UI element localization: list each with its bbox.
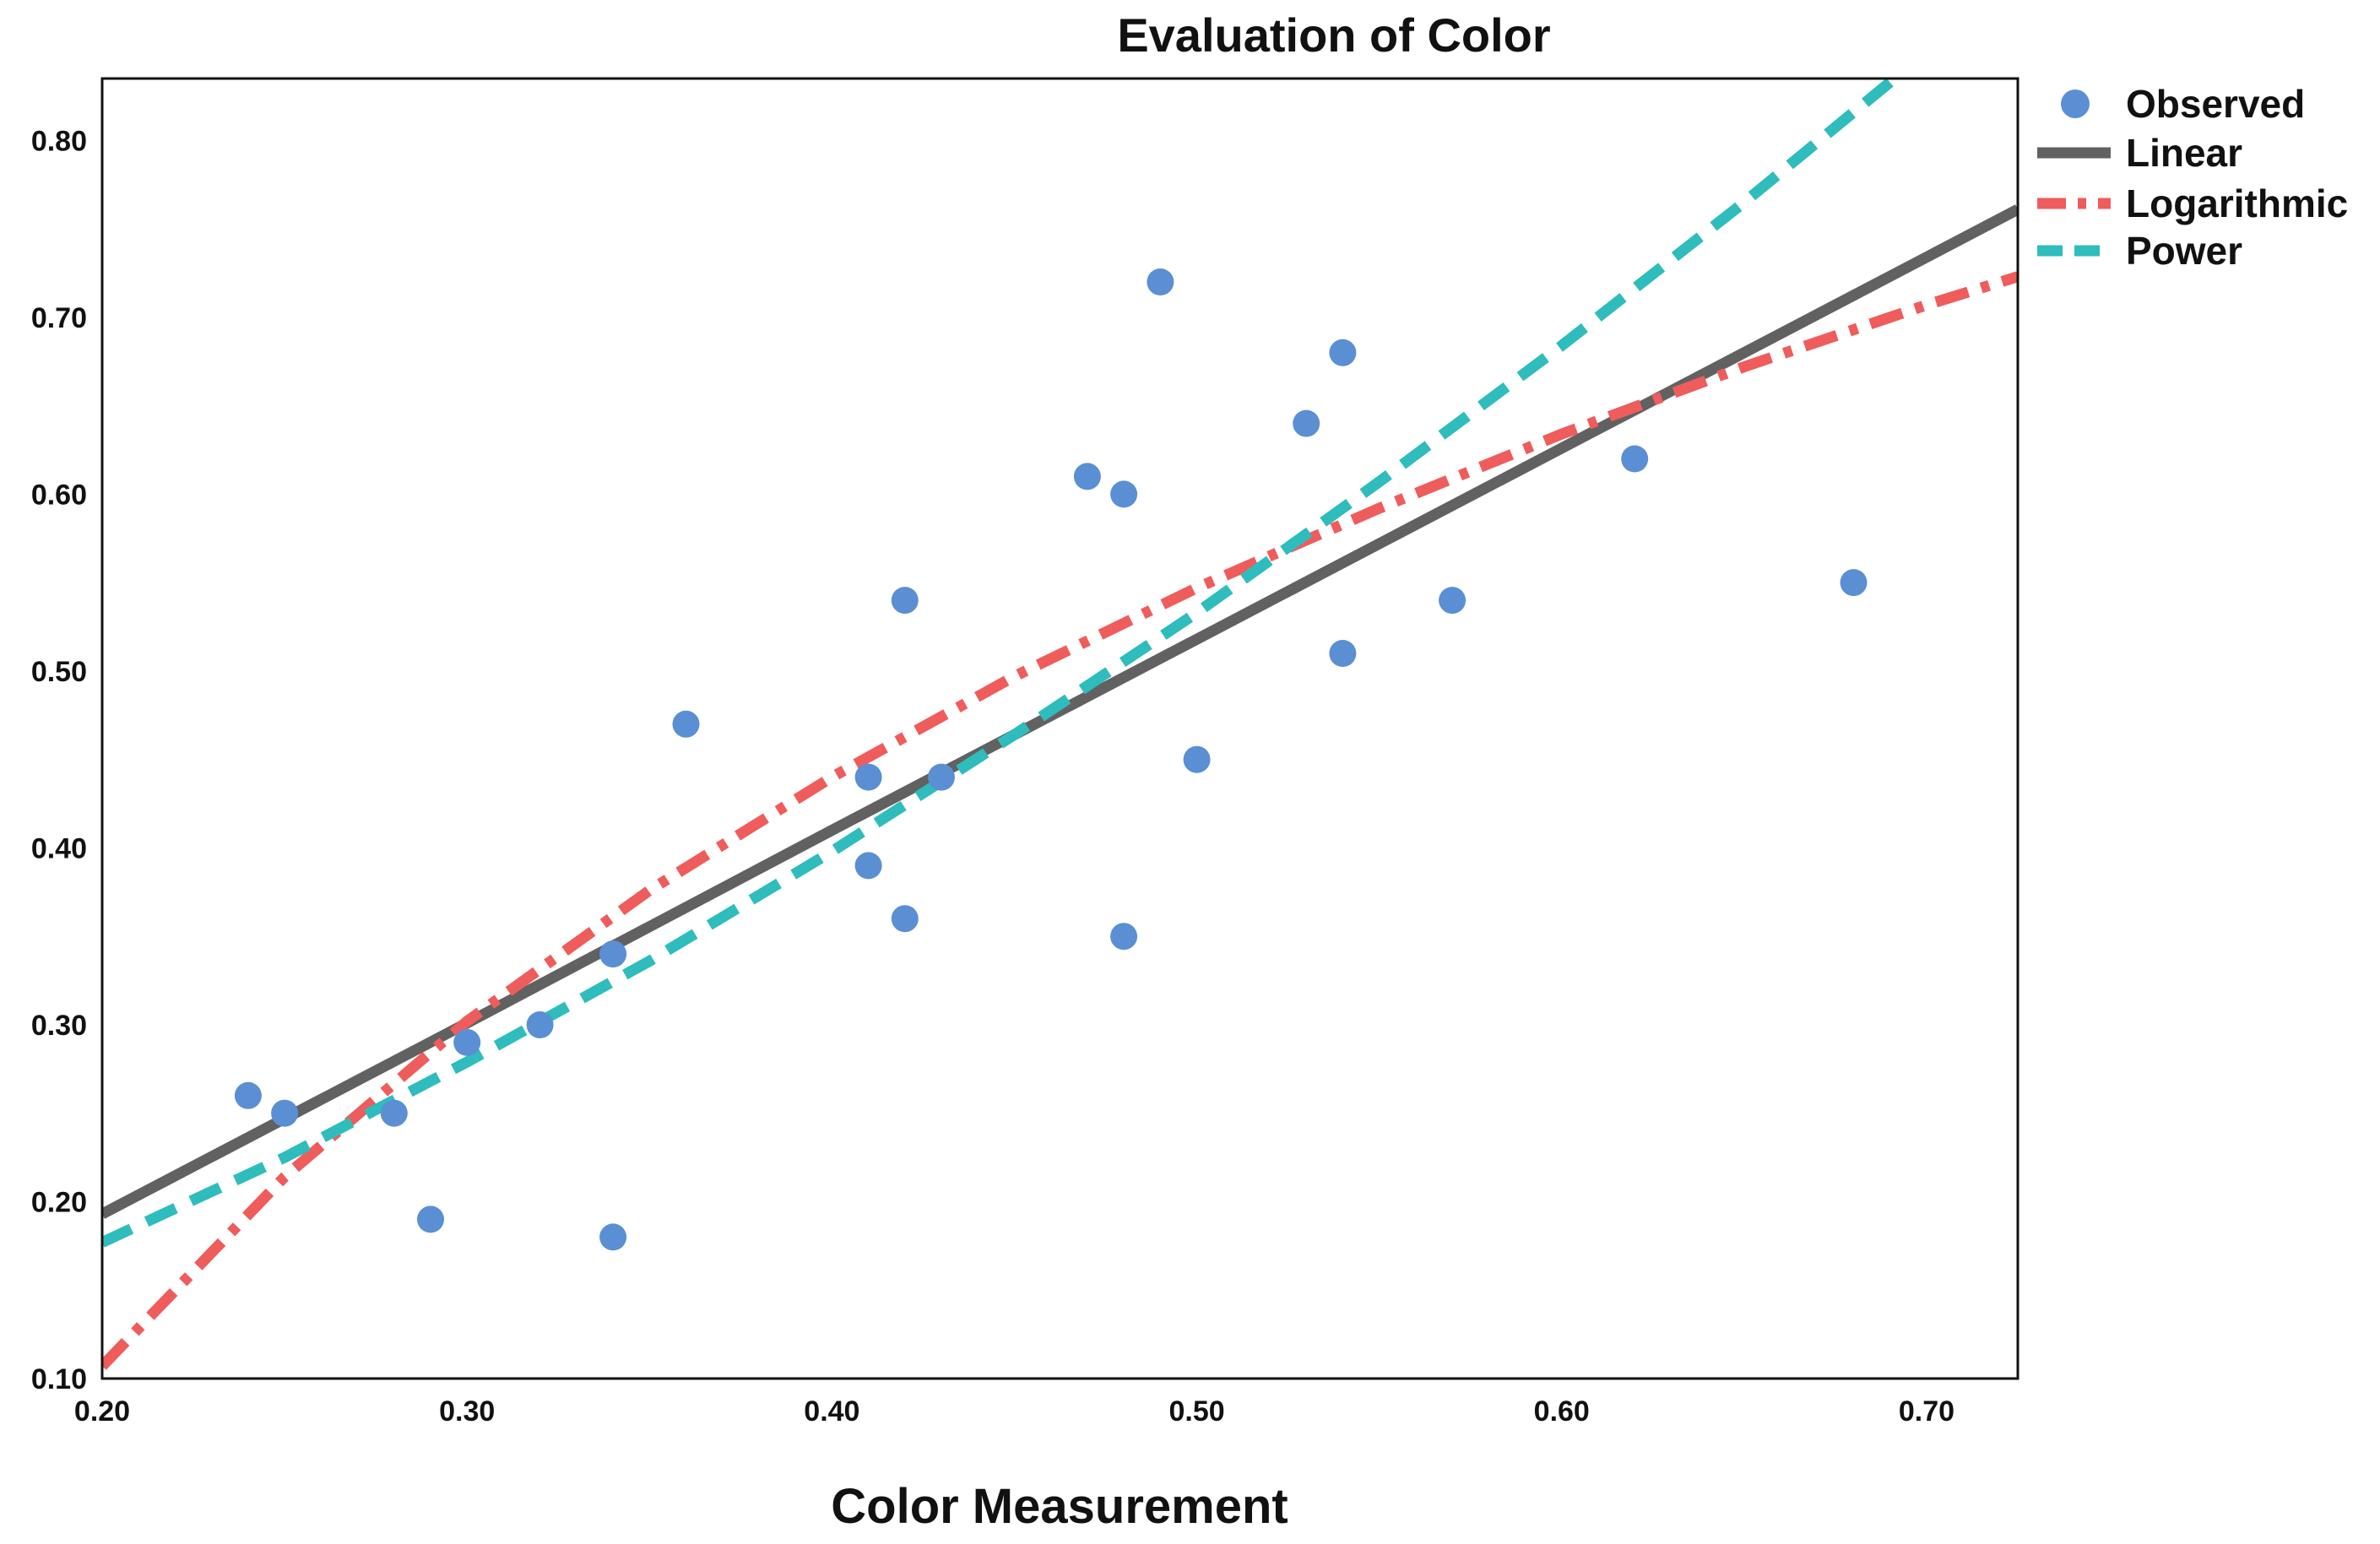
linear-fit-line [102, 204, 2018, 1219]
observed-point [453, 1028, 481, 1056]
observed-point [417, 1205, 444, 1233]
x-axis-label: Color Measurement [831, 1479, 1288, 1534]
observed-point [854, 852, 882, 880]
observed-point [1329, 339, 1357, 366]
observed-point [234, 1081, 262, 1109]
x-tick-label: 0.40 [804, 1395, 859, 1428]
observed-point [1183, 745, 1211, 773]
observed-point [672, 710, 700, 738]
observed-point [1621, 445, 1649, 473]
observed-point [1329, 640, 1357, 667]
observed-point [1110, 923, 1138, 951]
observed-point [526, 1011, 554, 1038]
observed-point [599, 1223, 627, 1251]
y-axis-ticks: 0.10 0.20 0.30 0.40 0.50 0.60 0.70 0.80 [31, 125, 87, 1395]
plot-area [102, 79, 2018, 1370]
legend-logarithmic-label: Logarithmic [2126, 181, 2348, 225]
y-tick-label: 0.20 [31, 1186, 87, 1218]
power-fit-line [102, 79, 1904, 1248]
x-tick-label: 0.70 [1899, 1395, 1954, 1428]
observed-point [1110, 480, 1138, 508]
observed-point [1147, 268, 1174, 295]
observed-point [271, 1099, 299, 1127]
observed-point [854, 763, 882, 791]
observed-point [1840, 569, 1868, 597]
y-tick-label: 0.60 [31, 479, 87, 511]
observed-point [1073, 463, 1101, 490]
legend-observed-label: Observed [2126, 82, 2305, 126]
x-tick-label: 0.20 [74, 1395, 130, 1428]
fit-lines [102, 79, 2018, 1370]
observed-point [891, 905, 919, 933]
observed-point [1293, 409, 1320, 437]
y-tick-label: 0.50 [31, 656, 87, 688]
chart-title: Evaluation of Color [1117, 8, 1550, 62]
x-tick-label: 0.30 [439, 1395, 495, 1428]
legend-linear-label: Linear [2126, 131, 2242, 175]
observed-point [891, 587, 919, 615]
y-tick-label: 0.40 [31, 832, 87, 864]
logarithmic-fit-line [102, 271, 2018, 1370]
observed-point [928, 763, 955, 791]
observed-point [380, 1099, 408, 1127]
x-axis-ticks: 0.20 0.30 0.40 0.50 0.60 0.70 [74, 1395, 1954, 1428]
observed-point [599, 940, 627, 968]
observed-point [1439, 587, 1466, 615]
plot-frame [100, 77, 2019, 1380]
legend-observed-marker [2061, 89, 2090, 118]
y-tick-label: 0.80 [31, 125, 87, 157]
x-tick-label: 0.60 [1534, 1395, 1590, 1428]
legend-power-label: Power [2126, 229, 2242, 273]
y-tick-label: 0.30 [31, 1010, 87, 1042]
x-tick-label: 0.50 [1168, 1395, 1224, 1428]
y-tick-label: 0.10 [31, 1363, 87, 1395]
observed-points [234, 268, 1868, 1251]
y-tick-label: 0.70 [31, 302, 87, 334]
